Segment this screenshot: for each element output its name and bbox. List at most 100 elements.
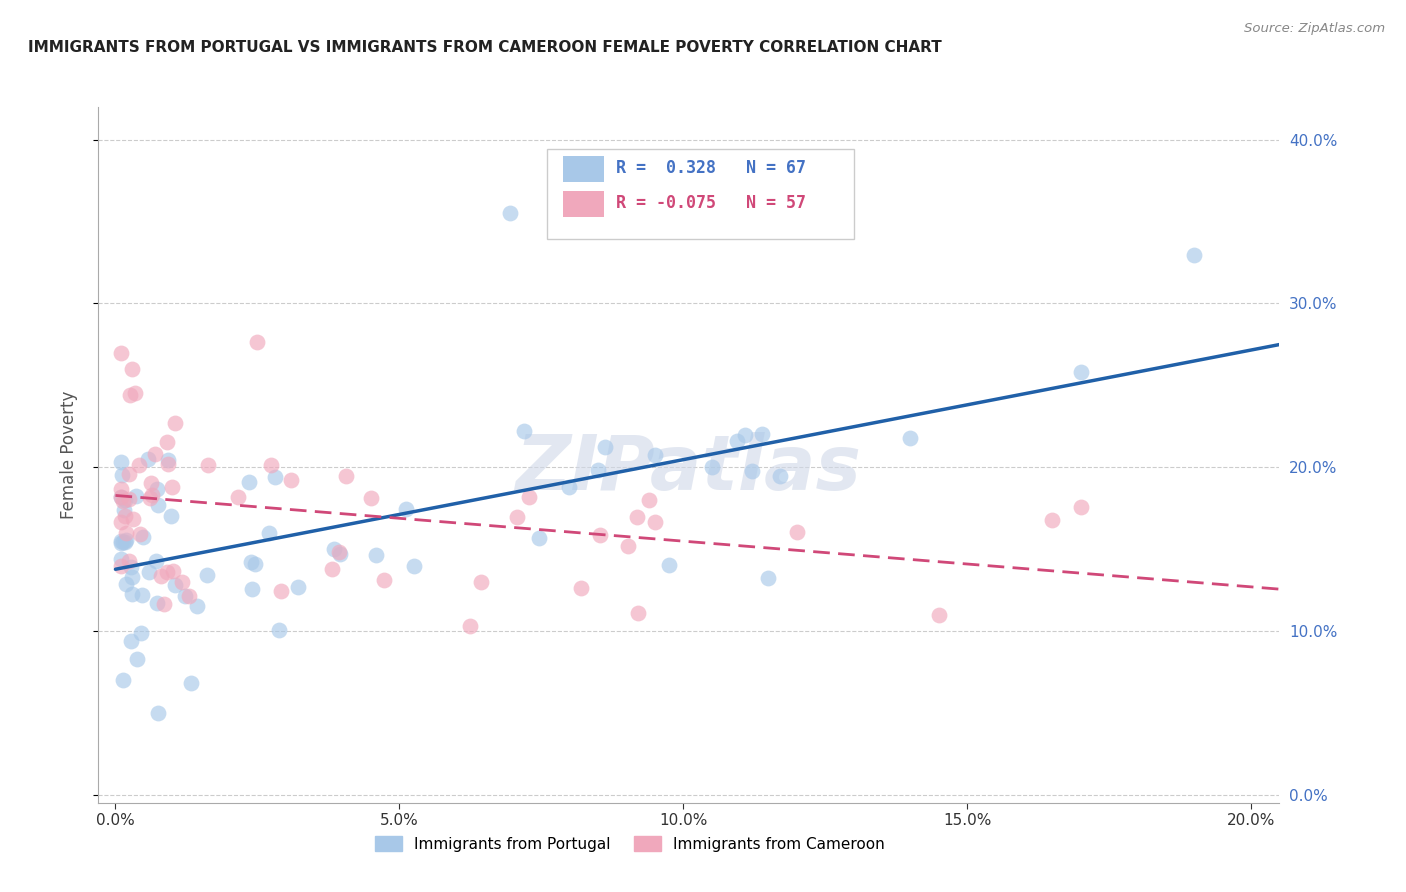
Point: [125, 651, 148, 665]
Point: [138, 565, 160, 579]
Point: [1182, 248, 1205, 262]
Point: [129, 527, 152, 541]
Point: [121, 570, 143, 584]
Point: [658, 558, 681, 573]
Point: [141, 488, 163, 502]
Point: [517, 490, 540, 504]
Point: [120, 560, 142, 574]
Point: [786, 525, 808, 540]
Point: [243, 557, 266, 571]
Point: [197, 458, 219, 472]
Point: [110, 551, 132, 566]
Point: [260, 458, 283, 472]
Point: [257, 525, 280, 540]
Point: [226, 490, 249, 504]
Point: [114, 492, 136, 507]
Text: R =  0.328   N = 67: R = 0.328 N = 67: [616, 160, 806, 178]
Point: [112, 673, 135, 687]
Point: [112, 503, 135, 517]
Point: [725, 434, 748, 448]
Point: [156, 452, 179, 467]
Point: [1070, 500, 1092, 515]
Point: [115, 525, 138, 540]
Point: [499, 206, 522, 220]
Point: [129, 626, 152, 640]
Point: [110, 558, 132, 573]
Point: [195, 567, 218, 582]
Point: [768, 469, 790, 483]
Point: [152, 597, 174, 611]
Point: [121, 587, 143, 601]
Point: [114, 535, 136, 549]
Point: [165, 578, 187, 592]
Point: [131, 588, 153, 602]
Point: [121, 362, 143, 376]
Point: [402, 559, 425, 574]
Point: [146, 706, 169, 720]
Point: [638, 493, 661, 508]
Point: [741, 464, 763, 478]
Point: [335, 469, 357, 483]
Point: [470, 575, 492, 590]
Point: [329, 547, 352, 561]
Point: [458, 618, 481, 632]
Point: [700, 460, 723, 475]
Point: [170, 575, 193, 590]
Point: [751, 427, 773, 442]
Point: [644, 515, 666, 529]
Point: [110, 490, 132, 504]
Point: [1040, 513, 1063, 527]
Y-axis label: Female Poverty: Female Poverty: [59, 391, 77, 519]
Legend: Immigrants from Portugal, Immigrants from Cameroon: Immigrants from Portugal, Immigrants fro…: [368, 830, 891, 858]
Point: [758, 571, 780, 585]
Point: [115, 576, 138, 591]
Point: [239, 555, 262, 569]
Point: [270, 584, 292, 599]
Point: [238, 475, 260, 490]
Point: [734, 428, 756, 442]
Point: [589, 528, 612, 542]
Point: [174, 589, 197, 603]
Point: [110, 490, 132, 504]
Point: [132, 530, 155, 544]
Point: [269, 623, 291, 637]
Point: [245, 335, 267, 350]
Point: [146, 595, 169, 609]
Text: R = -0.075   N = 57: R = -0.075 N = 57: [616, 194, 806, 212]
Point: [110, 455, 132, 469]
Point: [139, 491, 162, 505]
Point: [121, 511, 143, 525]
Point: [179, 675, 201, 690]
Point: [118, 387, 141, 401]
Point: [114, 533, 136, 547]
Point: [644, 448, 666, 462]
Point: [141, 476, 163, 491]
Point: [146, 482, 169, 496]
FancyBboxPatch shape: [547, 149, 855, 239]
Point: [155, 434, 177, 449]
Point: [165, 416, 187, 430]
Point: [321, 562, 343, 576]
Point: [110, 345, 132, 359]
Point: [373, 573, 395, 587]
Point: [328, 545, 350, 559]
Point: [128, 458, 150, 473]
Point: [110, 534, 132, 549]
Point: [118, 467, 141, 481]
Text: ZIPatlas: ZIPatlas: [516, 432, 862, 506]
Point: [160, 508, 183, 523]
Point: [148, 498, 170, 512]
Point: [395, 501, 418, 516]
Point: [117, 491, 139, 506]
Point: [557, 480, 579, 494]
Point: [156, 565, 179, 579]
Point: [145, 554, 167, 568]
Text: IMMIGRANTS FROM PORTUGAL VS IMMIGRANTS FROM CAMEROON FEMALE POVERTY CORRELATION : IMMIGRANTS FROM PORTUGAL VS IMMIGRANTS F…: [28, 40, 942, 55]
Point: [263, 470, 285, 484]
Point: [112, 534, 135, 549]
Point: [162, 565, 184, 579]
Point: [287, 580, 309, 594]
Point: [114, 508, 136, 523]
Point: [136, 452, 159, 467]
Point: [157, 457, 180, 471]
